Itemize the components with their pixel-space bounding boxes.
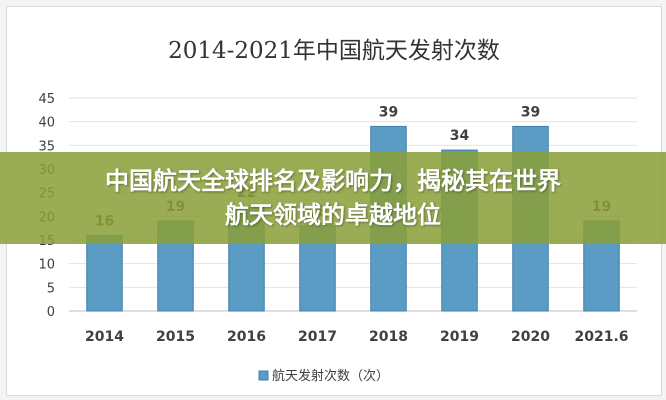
- x-category-label: 2020: [511, 329, 550, 345]
- x-category-label: 2015: [156, 329, 195, 345]
- y-tick-label: 0: [47, 305, 55, 320]
- x-category-label: 2016: [227, 329, 266, 345]
- data-label: 39: [521, 104, 540, 120]
- y-tick-label: 40: [38, 116, 55, 131]
- headline-banner: 中国航天全球排名及影响力，揭秘其在世界 航天领域的卓越地位: [0, 152, 666, 244]
- x-category-label: 2019: [440, 329, 479, 345]
- headline-line-1: 中国航天全球排名及影响力，揭秘其在世界: [105, 167, 561, 195]
- legend-label: 航天发射次数（次）: [272, 368, 389, 384]
- data-label: 34: [450, 128, 470, 144]
- legend-swatch: [258, 370, 269, 381]
- x-category-label: 2017: [298, 329, 337, 345]
- y-tick-label: 45: [38, 92, 55, 107]
- x-axis-categories: 2014 2015 2016 2017 2018 2019 2020 2021.6: [85, 329, 629, 345]
- chart-title: 2014-2021年中国航天发射次数: [168, 38, 500, 64]
- y-tick-label: 5: [47, 281, 55, 296]
- data-label: 39: [379, 104, 398, 120]
- x-category-label: 2014: [85, 329, 124, 345]
- bar: [86, 234, 123, 312]
- y-tick-label: 35: [38, 139, 55, 154]
- y-tick-label: 10: [38, 258, 55, 273]
- x-category-label: 2018: [369, 329, 408, 345]
- headline-line-2: 航天领域的卓越地位: [225, 201, 441, 229]
- x-category-label: 2021.6: [574, 329, 628, 345]
- legend: 航天发射次数（次）: [258, 368, 389, 384]
